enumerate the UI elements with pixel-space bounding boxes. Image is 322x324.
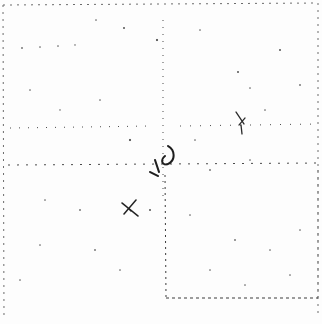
horizontal-upper-line — [9, 125, 151, 129]
border-top — [2, 2, 319, 6]
speckles — [19, 19, 301, 286]
inner-box-left — [164, 174, 167, 299]
crosshair-glyph-icon — [149, 145, 175, 177]
scribble-x-icon — [121, 199, 139, 217]
inner-box — [164, 170, 319, 299]
crosshair-lines — [7, 20, 319, 200]
small-cross-icon — [235, 111, 246, 135]
horizontal-right-line — [179, 123, 319, 127]
border-left — [2, 4, 5, 321]
outer-border — [2, 2, 319, 321]
